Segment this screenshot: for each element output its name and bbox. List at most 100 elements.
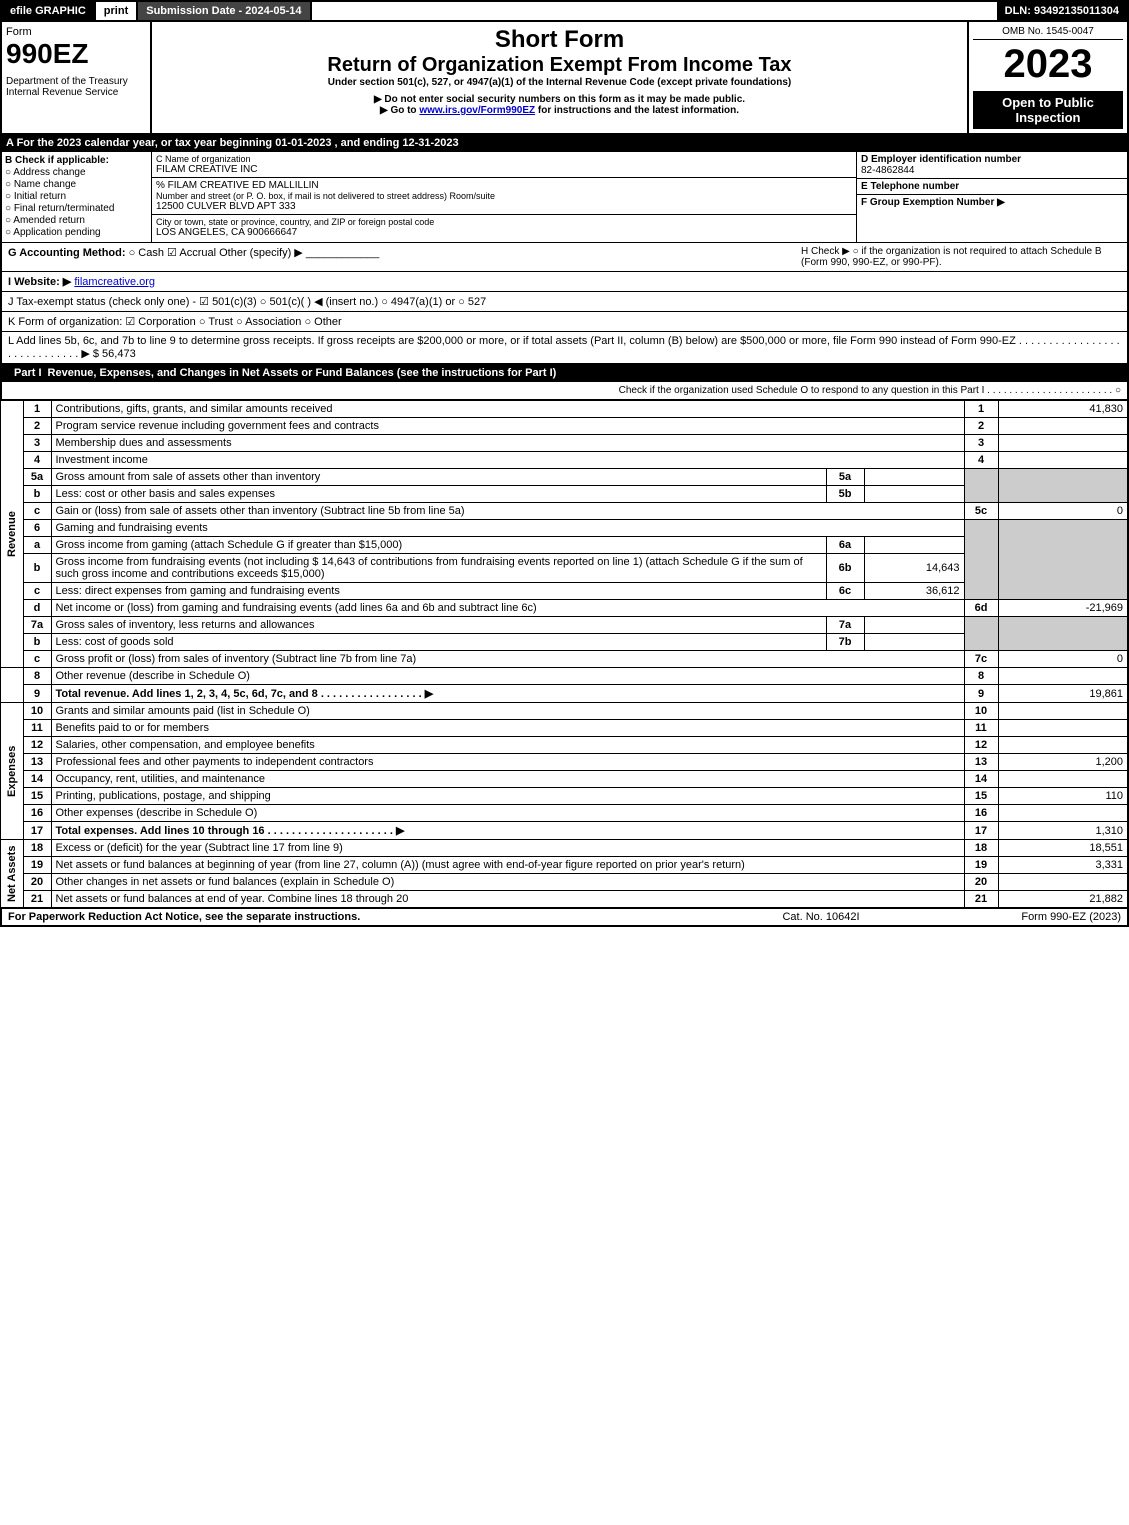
r16-desc: Other expenses (describe in Schedule O) <box>51 805 964 822</box>
r6a-desc: Gross income from gaming (attach Schedul… <box>51 537 826 554</box>
r10-desc: Grants and similar amounts paid (list in… <box>51 703 964 720</box>
submission-date: Submission Date - 2024-05-14 <box>138 2 311 20</box>
header-mid: Short Form Return of Organization Exempt… <box>152 22 967 133</box>
r10-amt <box>998 703 1128 720</box>
r5c-amt: 0 <box>998 503 1128 520</box>
r12-num: 12 <box>23 737 51 754</box>
print-button[interactable]: print <box>96 2 138 20</box>
e-label: E Telephone number <box>861 181 959 192</box>
r6-desc: Gaming and fundraising events <box>51 520 964 537</box>
section-g-h: G Accounting Method: Cash Accrual Other … <box>0 243 1129 272</box>
j-text: J Tax-exempt status (check only one) - ☑… <box>8 295 1121 308</box>
r5b-sv <box>864 486 964 503</box>
r7a-sv <box>864 617 964 634</box>
r5c-num: c <box>23 503 51 520</box>
r18-amt: 18,551 <box>998 840 1128 857</box>
form-word: Form <box>6 26 146 38</box>
r15-num: 15 <box>23 788 51 805</box>
r5a-desc: Gross amount from sale of assets other t… <box>51 469 826 486</box>
section-i: I Website: ▶ filamcreative.org <box>0 272 1129 292</box>
header-right: OMB No. 1545-0047 2023 Open to Public In… <box>967 22 1127 133</box>
r7b-desc: Less: cost of goods sold <box>51 634 826 651</box>
r21-ln: 21 <box>964 891 998 908</box>
part1-label: Part I <box>8 367 48 379</box>
r19-num: 19 <box>23 857 51 874</box>
h-text: H Check ▶ ○ if the organization is not r… <box>801 246 1121 268</box>
g-accrual[interactable]: Accrual <box>167 247 216 259</box>
chk-initial-return[interactable]: Initial return <box>5 191 148 202</box>
e-row: E Telephone number <box>857 179 1127 195</box>
r7c-num: c <box>23 651 51 668</box>
line-a: A For the 2023 calendar year, or tax yea… <box>0 135 1129 152</box>
form-header: Form 990EZ Department of the Treasury In… <box>0 22 1129 135</box>
r9-ln: 9 <box>964 685 998 703</box>
short-form-title: Short Form <box>156 26 963 54</box>
r5b-desc: Less: cost or other basis and sales expe… <box>51 486 826 503</box>
r10-num: 10 <box>23 703 51 720</box>
r11-ln: 11 <box>964 720 998 737</box>
r3-ln: 3 <box>964 435 998 452</box>
chk-amended-return[interactable]: Amended return <box>5 215 148 226</box>
r7a-num: 7a <box>23 617 51 634</box>
top-bar: efile GRAPHIC print Submission Date - 20… <box>0 0 1129 22</box>
street: 12500 CULVER BLVD APT 333 <box>156 201 852 212</box>
f-label: F Group Exemption Number ▶ <box>861 197 1005 208</box>
street-label: Number and street (or P. O. box, if mail… <box>156 191 852 201</box>
r8-desc: Other revenue (describe in Schedule O) <box>51 668 964 685</box>
omb-number: OMB No. 1545-0047 <box>973 26 1123 40</box>
r1-ln: 1 <box>964 401 998 418</box>
r13-amt: 1,200 <box>998 754 1128 771</box>
r6a-sn: 6a <box>826 537 864 554</box>
pra-notice: For Paperwork Reduction Act Notice, see … <box>8 911 721 923</box>
r15-ln: 15 <box>964 788 998 805</box>
chk-name-change[interactable]: Name change <box>5 179 148 190</box>
dept-label: Department of the Treasury Internal Reve… <box>6 76 146 98</box>
section-b-c-d-e-f: B Check if applicable: Address change Na… <box>0 152 1129 243</box>
r7ab-shade <box>964 617 998 651</box>
r17-amt: 1,310 <box>998 822 1128 840</box>
r20-desc: Other changes in net assets or fund bala… <box>51 874 964 891</box>
r6abc-shade <box>964 520 998 600</box>
chk-final-return[interactable]: Final return/terminated <box>5 203 148 214</box>
r11-amt <box>998 720 1128 737</box>
website-link[interactable]: filamcreative.org <box>74 276 155 288</box>
part1-header: Part I Revenue, Expenses, and Changes in… <box>0 364 1129 382</box>
r18-num: 18 <box>23 840 51 857</box>
netassets-side-label: Net Assets <box>1 840 23 908</box>
r21-amt: 21,882 <box>998 891 1128 908</box>
org-name: FILAM CREATIVE INC <box>156 164 852 175</box>
expenses-side-label: Expenses <box>1 703 23 840</box>
open-inspection-badge: Open to Public Inspection <box>973 91 1123 129</box>
g-cash[interactable]: Cash <box>129 247 164 259</box>
r14-amt <box>998 771 1128 788</box>
r18-ln: 18 <box>964 840 998 857</box>
r5ab-shade <box>964 469 998 503</box>
r7c-desc: Gross profit or (loss) from sales of inv… <box>51 651 964 668</box>
r7b-num: b <box>23 634 51 651</box>
under-section: Under section 501(c), 527, or 4947(a)(1)… <box>156 77 963 88</box>
r21-desc: Net assets or fund balances at end of ye… <box>51 891 964 908</box>
r6d-amt: -21,969 <box>998 600 1128 617</box>
r1-amt: 41,830 <box>998 401 1128 418</box>
irs-link[interactable]: www.irs.gov/Form990EZ <box>419 105 535 116</box>
r5a-sn: 5a <box>826 469 864 486</box>
r7b-sn: 7b <box>826 634 864 651</box>
r18-desc: Excess or (deficit) for the year (Subtra… <box>51 840 964 857</box>
r7c-amt: 0 <box>998 651 1128 668</box>
r16-ln: 16 <box>964 805 998 822</box>
col-b: B Check if applicable: Address change Na… <box>2 152 152 242</box>
r6c-sn: 6c <box>826 583 864 600</box>
g-label: G Accounting Method: <box>8 247 126 259</box>
revenue-side-label: Revenue <box>1 401 23 668</box>
r2-ln: 2 <box>964 418 998 435</box>
city: LOS ANGELES, CA 900666647 <box>156 227 852 238</box>
g-other[interactable]: Other (specify) ▶ <box>219 247 303 259</box>
chk-address-change[interactable]: Address change <box>5 167 148 178</box>
d-label: D Employer identification number <box>861 154 1021 165</box>
r8-ln: 8 <box>964 668 998 685</box>
city-row: City or town, state or province, country… <box>152 215 856 240</box>
r4-amt <box>998 452 1128 469</box>
r20-amt <box>998 874 1128 891</box>
chk-application-pending[interactable]: Application pending <box>5 227 148 238</box>
r14-num: 14 <box>23 771 51 788</box>
